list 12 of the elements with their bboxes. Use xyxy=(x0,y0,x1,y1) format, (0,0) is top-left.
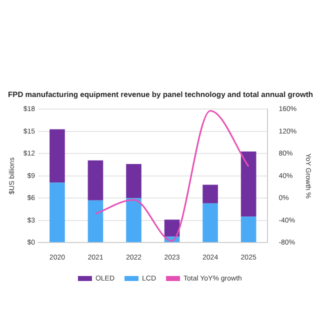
bar xyxy=(88,160,104,200)
bar xyxy=(50,182,65,242)
bar xyxy=(240,216,256,242)
bar xyxy=(164,220,180,237)
bar xyxy=(240,151,256,217)
line-series xyxy=(94,110,250,242)
bar xyxy=(50,129,65,183)
bar xyxy=(202,203,218,242)
bar xyxy=(88,200,104,242)
bar xyxy=(202,184,218,204)
bar xyxy=(126,164,142,198)
bar xyxy=(126,198,142,242)
